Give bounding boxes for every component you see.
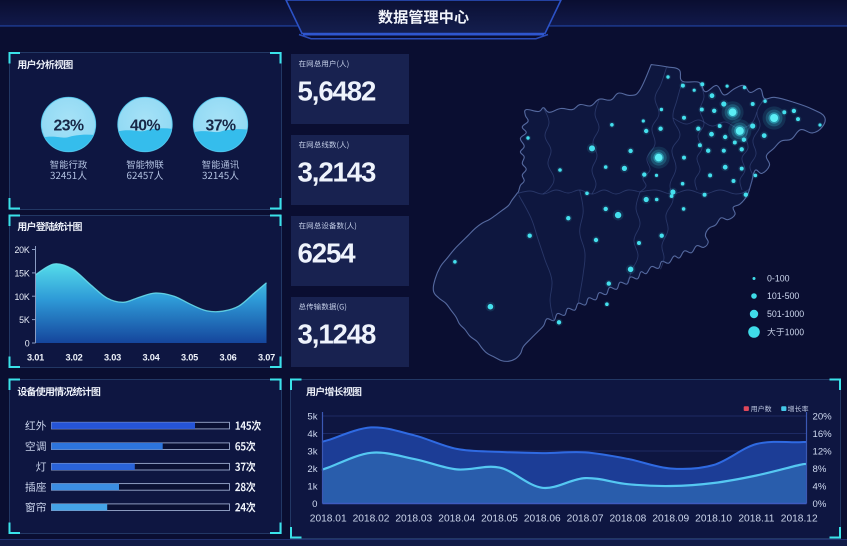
- svg-text:2018.04: 2018.04: [438, 514, 475, 525]
- svg-text:3.07: 3.07: [258, 353, 275, 363]
- svg-text:0%: 0%: [813, 499, 827, 510]
- svg-text:3.06: 3.06: [219, 353, 236, 363]
- svg-text:501-1000: 501-1000: [767, 309, 804, 319]
- svg-text:0: 0: [312, 499, 317, 510]
- svg-text:3.03: 3.03: [104, 353, 121, 363]
- svg-text:2018.02: 2018.02: [353, 514, 390, 525]
- svg-text:20%: 20%: [813, 411, 833, 422]
- svg-text:20K: 20K: [14, 245, 29, 255]
- svg-text:3,2143: 3,2143: [298, 157, 377, 188]
- svg-text:0-100: 0-100: [767, 274, 790, 284]
- svg-text:2018.12: 2018.12: [781, 514, 818, 525]
- svg-text:2018.01: 2018.01: [310, 514, 347, 525]
- svg-text:3k: 3k: [307, 446, 317, 457]
- svg-text:8%: 8%: [813, 464, 827, 475]
- svg-text:16%: 16%: [813, 429, 833, 440]
- svg-text:101-500: 101-500: [767, 291, 799, 301]
- svg-text:5,6482: 5,6482: [298, 76, 377, 107]
- svg-text:2018.08: 2018.08: [609, 514, 646, 525]
- svg-text:5k: 5k: [307, 411, 317, 422]
- svg-text:2018.05: 2018.05: [481, 514, 518, 525]
- svg-text:12%: 12%: [813, 446, 833, 457]
- svg-text:3.01: 3.01: [27, 353, 44, 363]
- svg-text:4%: 4%: [813, 481, 827, 492]
- svg-text:2018.07: 2018.07: [567, 514, 604, 525]
- svg-text:10K: 10K: [14, 292, 29, 302]
- svg-text:1k: 1k: [307, 481, 317, 492]
- svg-text:4k: 4k: [307, 429, 317, 440]
- svg-text:3.02: 3.02: [65, 353, 82, 363]
- svg-text:37%: 37%: [205, 118, 236, 135]
- svg-text:40%: 40%: [130, 118, 161, 135]
- svg-text:2018.06: 2018.06: [524, 514, 561, 525]
- svg-text:5K: 5K: [19, 315, 30, 325]
- svg-text:0: 0: [25, 339, 30, 349]
- svg-text:3,1248: 3,1248: [298, 319, 377, 350]
- svg-text:2018.10: 2018.10: [695, 514, 732, 525]
- svg-text:3.04: 3.04: [142, 353, 160, 363]
- svg-text:15K: 15K: [14, 268, 29, 278]
- svg-text:2018.11: 2018.11: [738, 514, 774, 525]
- svg-text:6254: 6254: [298, 238, 357, 269]
- svg-text:2018.09: 2018.09: [652, 514, 689, 525]
- svg-text:23%: 23%: [53, 118, 84, 135]
- svg-text:2k: 2k: [307, 464, 317, 475]
- svg-text:2018.03: 2018.03: [395, 514, 432, 525]
- svg-text:3.05: 3.05: [181, 353, 198, 363]
